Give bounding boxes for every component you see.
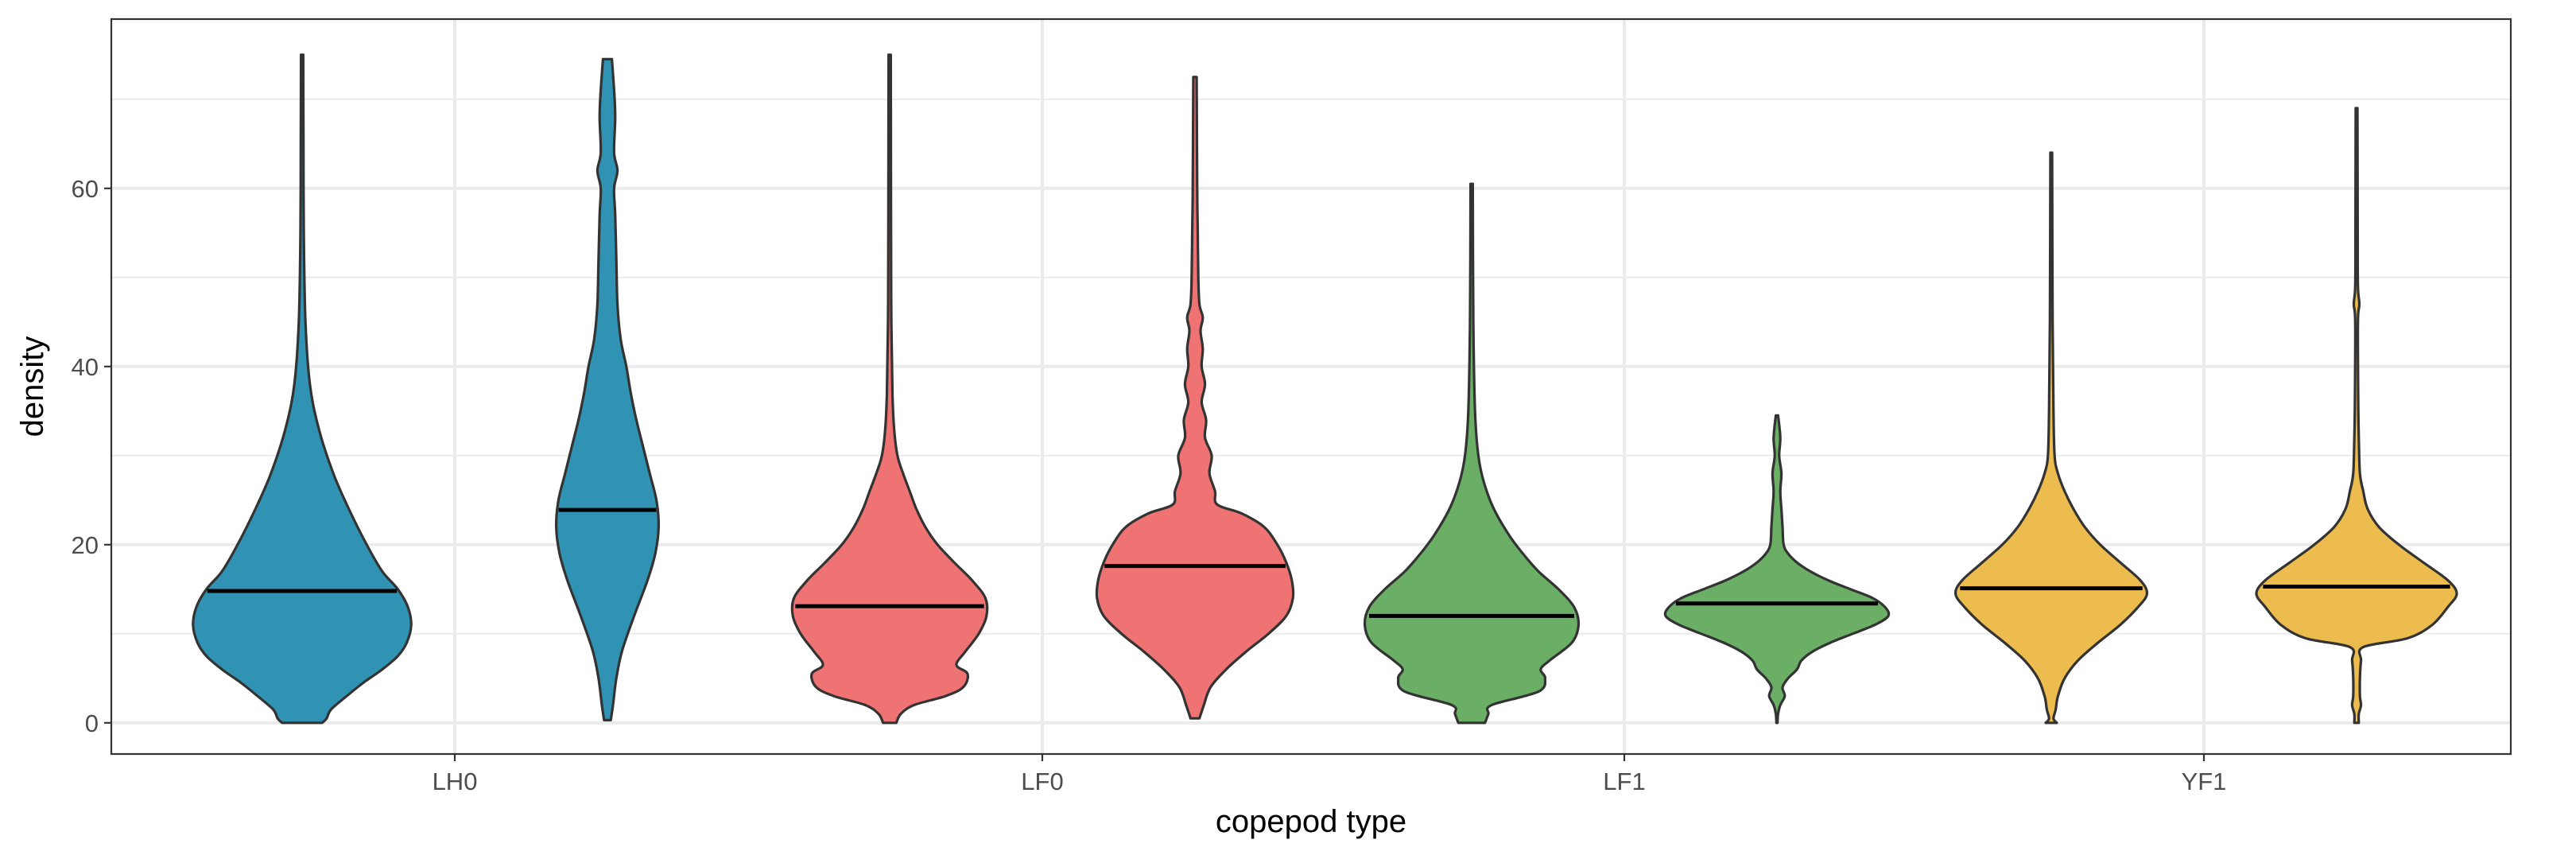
- violin-yf1-right: [2255, 107, 2458, 725]
- axes: 0 20 40 60 LH0 LF0 LF1 YF1: [72, 175, 2227, 795]
- violin-lf0-left: [790, 53, 989, 725]
- panel-border: [110, 17, 2512, 756]
- violin-lh0-right: [554, 57, 661, 721]
- x-tick-label: YF1: [2182, 768, 2227, 795]
- violin-body: [192, 53, 413, 725]
- violin-body: [790, 53, 989, 725]
- violin-lf1-left: [1363, 182, 1581, 725]
- violin-body: [554, 57, 661, 721]
- y-tick-label: 0: [85, 709, 99, 737]
- y-axis-title: density: [15, 336, 50, 437]
- violin-body: [1095, 76, 1295, 720]
- y-tick-label: 60: [72, 175, 99, 203]
- x-tick-label: LH0: [433, 768, 478, 795]
- violin-body: [2255, 107, 2458, 725]
- violin-yf1-left: [1953, 151, 2149, 725]
- violins: [192, 53, 2458, 725]
- grid-lines: [111, 19, 2511, 754]
- x-tick-label: LF0: [1021, 768, 1063, 795]
- violin-lf1-right: [1663, 414, 1891, 725]
- violin-body: [1663, 414, 1891, 725]
- y-tick-label: 20: [72, 531, 99, 559]
- violin-body: [1363, 182, 1581, 725]
- violin-lh0-left: [192, 53, 413, 725]
- y-tick-label: 40: [72, 353, 99, 381]
- violin-lf0-right: [1095, 76, 1295, 720]
- x-tick-label: LF1: [1603, 768, 1645, 795]
- violin-body: [1953, 151, 2149, 725]
- x-axis-title: copepod type: [1216, 804, 1406, 839]
